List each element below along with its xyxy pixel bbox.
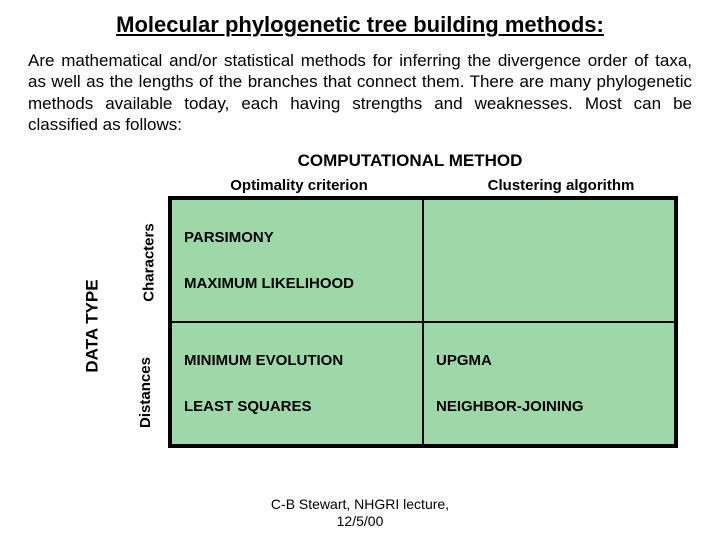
row-header-distances: Distances (137, 357, 154, 428)
col-header-clustering: Clustering algorithm (430, 177, 692, 194)
method-minimum-evolution: MINIMUM EVOLUTION (184, 352, 422, 369)
cell-distances-clustering: UPGMA NEIGHBOR-JOINING (423, 322, 675, 445)
cell-characters-clustering (423, 199, 675, 322)
row-header-characters: Characters (141, 223, 158, 301)
col-header-optimality: Optimality criterion (168, 177, 430, 194)
top-axis-title: COMPUTATIONAL METHOD (128, 151, 692, 171)
left-axis-title: DATA TYPE (83, 279, 103, 372)
classification-figure: DATA TYPE Characters Distances PARSIMONY… (88, 196, 692, 456)
method-upgma: UPGMA (436, 352, 674, 369)
page-title: Molecular phylogenetic tree building met… (28, 12, 692, 38)
footer-line2: 12/5/00 (337, 513, 384, 529)
intro-paragraph: Are mathematical and/or statistical meth… (28, 50, 692, 135)
method-maximum-likelihood: MAXIMUM LIKELIHOOD (184, 275, 422, 292)
cell-distances-optimality: MINIMUM EVOLUTION LEAST SQUARES (171, 322, 423, 445)
method-parsimony: PARSIMONY (184, 229, 422, 246)
column-headers-row: Optimality criterion Clustering algorith… (168, 177, 692, 194)
method-least-squares: LEAST SQUARES (184, 398, 422, 415)
footer-line1: C-B Stewart, NHGRI lecture, (271, 496, 449, 512)
footer-citation: C-B Stewart, NHGRI lecture, 12/5/00 (0, 496, 720, 530)
method-grid: PARSIMONY MAXIMUM LIKELIHOOD MINIMUM EVO… (168, 196, 678, 448)
cell-characters-optimality: PARSIMONY MAXIMUM LIKELIHOOD (171, 199, 423, 322)
method-neighbor-joining: NEIGHBOR-JOINING (436, 398, 674, 415)
